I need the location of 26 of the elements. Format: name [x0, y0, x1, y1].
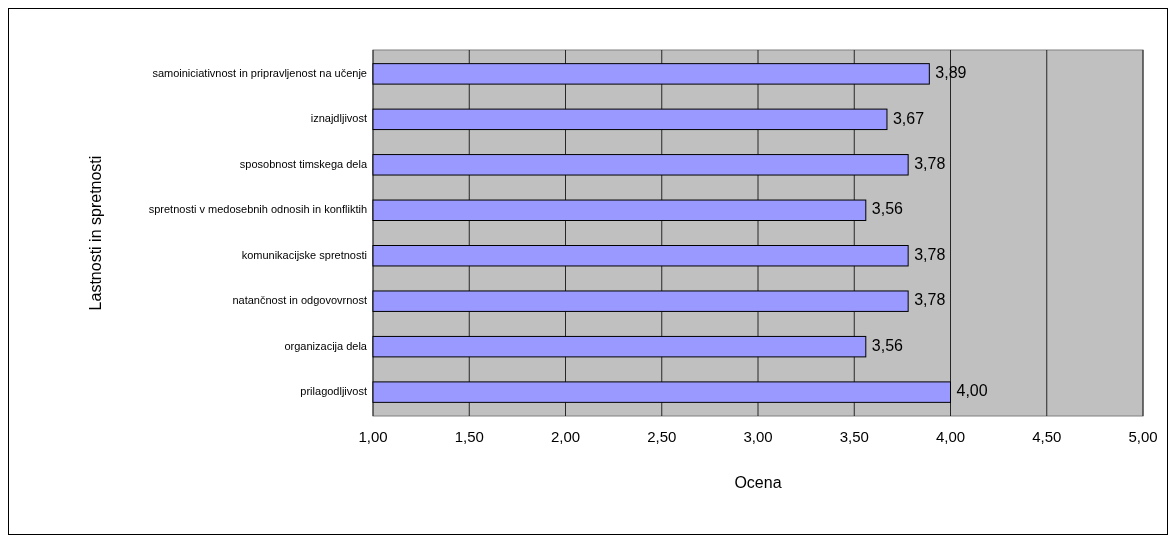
y-tick-label: iznajdljivost	[310, 112, 367, 125]
y-tick-label: samoiniciativnost in pripravljenost na učenje	[152, 66, 367, 79]
y-tick-label: natančnost in odgovovrnost	[232, 294, 367, 307]
y-tick-label: spretnosti v medosebnih odnosih in konfliktih	[148, 203, 367, 216]
data-label: 3,78	[914, 245, 946, 263]
x-tick-label: 2,50	[647, 428, 677, 445]
data-label: 3,56	[871, 200, 904, 218]
x-tick-label: 1,00	[358, 428, 388, 445]
x-axis-title: Ocena	[734, 474, 782, 491]
data-label: 4,00	[956, 382, 988, 400]
data-label: 3,78	[914, 291, 946, 309]
data-label: 3,67	[892, 109, 925, 127]
y-tick-label: komunikacijske spretnosti	[241, 248, 367, 261]
x-tick-label: 3,50	[839, 428, 869, 445]
x-tick-label: 3,00	[743, 428, 773, 445]
x-tick-label: 2,00	[550, 428, 581, 445]
x-tick-label: 1,50	[454, 428, 484, 445]
data-label: 3,56	[871, 336, 904, 354]
x-tick-label: 5,00	[1128, 428, 1158, 445]
y-tick-label: sposobnost timskega dela	[239, 157, 368, 170]
x-tick-label: 4,50	[1032, 428, 1062, 445]
data-label: 3,78	[914, 155, 946, 173]
x-tick-label: 4,00	[935, 428, 966, 445]
y-tick-label: organizacija dela	[284, 339, 368, 352]
y-tick-label: prilagodljivost	[300, 385, 367, 398]
y-axis-title: Lastnosti in spretnosti	[87, 155, 104, 311]
